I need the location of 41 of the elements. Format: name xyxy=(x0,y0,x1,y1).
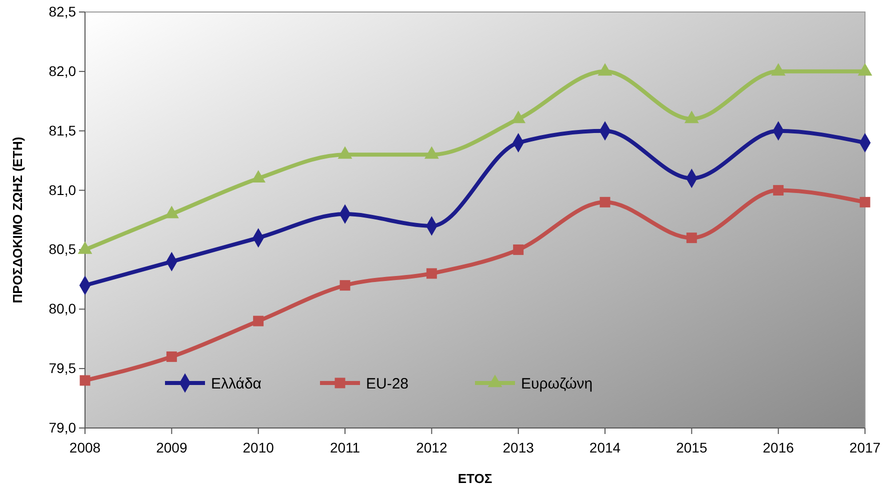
point xyxy=(771,63,786,76)
y-tick-label: 81,5 xyxy=(48,122,76,138)
legend-label: Ευρωζώνη xyxy=(521,375,593,392)
point xyxy=(600,196,610,208)
point xyxy=(858,63,872,76)
point xyxy=(426,268,437,279)
x-tick-label: 2009 xyxy=(156,439,188,456)
x-axis-title: ΕΤΟΣ xyxy=(458,471,492,486)
legend-label: EU-28 xyxy=(366,375,409,392)
point xyxy=(598,63,612,76)
x-tick-label: 2014 xyxy=(589,439,621,456)
x-tick-label: 2010 xyxy=(242,439,274,456)
point xyxy=(253,316,264,326)
y-axis-title: ΠΡΟΣΔΟΚΙΜΟ ΖΩΗΣ (ΕΤΗ) xyxy=(10,136,25,304)
point xyxy=(513,244,524,255)
y-tick-label: 80,5 xyxy=(48,241,76,258)
point xyxy=(773,185,784,196)
x-tick-label: 2012 xyxy=(416,439,448,456)
point xyxy=(511,110,526,124)
point xyxy=(80,375,90,386)
x-tick-label: 2016 xyxy=(762,439,794,456)
point xyxy=(686,232,697,244)
x-tick-label: 2017 xyxy=(849,439,881,456)
point xyxy=(424,146,439,159)
y-tick-label: 79,0 xyxy=(48,419,76,436)
point xyxy=(340,280,350,291)
point xyxy=(166,351,177,362)
y-tick-label: 80,0 xyxy=(48,300,76,317)
y-tick-label: 82,5 xyxy=(48,3,76,20)
x-tick-label: 2008 xyxy=(69,439,101,456)
legend-label: Ελλάδα xyxy=(211,375,262,392)
y-tick-label: 81,0 xyxy=(48,182,76,198)
point xyxy=(338,146,352,159)
point xyxy=(251,170,266,183)
y-tick-label: 82,0 xyxy=(48,62,76,79)
x-tick-label: 2013 xyxy=(502,439,534,456)
x-tick-label: 2015 xyxy=(676,439,708,456)
point xyxy=(860,196,870,208)
x-tick-label: 2011 xyxy=(330,439,360,456)
point xyxy=(684,110,699,124)
y-tick-label: 79,5 xyxy=(48,360,76,376)
